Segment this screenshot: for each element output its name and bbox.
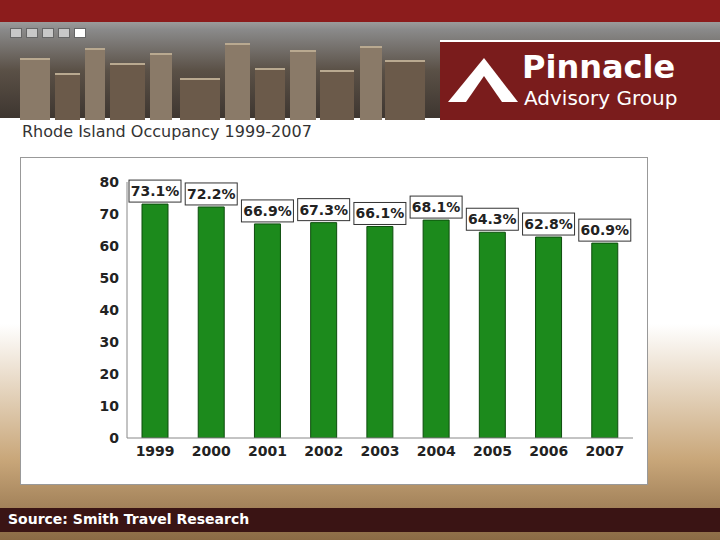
svg-text:67.3%: 67.3% (299, 202, 348, 218)
svg-text:60: 60 (100, 238, 120, 254)
html-text:Advisory Group: Advisory Group (524, 86, 678, 110)
svg-text:2002: 2002 (304, 443, 343, 459)
html-text:Pinnacle: Pinnacle (522, 48, 676, 86)
svg-text:2006: 2006 (529, 443, 568, 459)
svg-text:62.8%: 62.8% (524, 216, 573, 232)
svg-text:50: 50 (100, 270, 120, 286)
svg-text:70: 70 (100, 206, 120, 222)
svg-text:2000: 2000 (192, 443, 231, 459)
svg-text:68.1%: 68.1% (412, 199, 461, 215)
svg-text:66.9%: 66.9% (243, 203, 292, 219)
svg-text:2005: 2005 (473, 443, 512, 459)
svg-text:30: 30 (100, 334, 120, 350)
svg-text:10: 10 (100, 398, 120, 414)
svg-text:2001: 2001 (248, 443, 287, 459)
svg-text:1999: 1999 (136, 443, 175, 459)
svg-text:2004: 2004 (417, 443, 456, 459)
svg-text:40: 40 (100, 302, 120, 318)
html-text:Rhode Island Occupancy 1999-20: Rhode Island Occupancy 1999-2007 (22, 122, 312, 141)
svg-text:72.2%: 72.2% (187, 186, 236, 202)
svg-text:20: 20 (100, 366, 120, 382)
svg-text:2003: 2003 (361, 443, 400, 459)
svg-text:66.1%: 66.1% (356, 205, 405, 221)
svg-text:2007: 2007 (585, 443, 624, 459)
svg-text:60.9%: 60.9% (580, 222, 629, 238)
svg-text:64.3%: 64.3% (468, 211, 517, 227)
html-text:Source: Smith Travel Research: Source: Smith Travel Research (8, 511, 250, 527)
svg-text:80: 80 (100, 174, 120, 190)
svg-text:0: 0 (109, 430, 119, 446)
svg-text:73.1%: 73.1% (131, 183, 180, 199)
